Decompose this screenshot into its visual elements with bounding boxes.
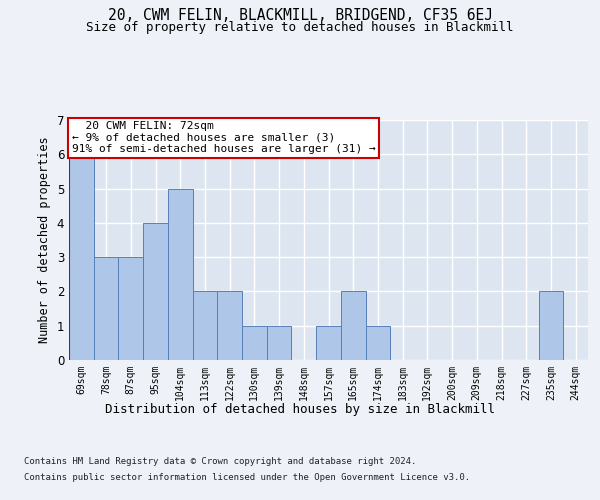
Text: Distribution of detached houses by size in Blackmill: Distribution of detached houses by size …	[105, 402, 495, 415]
Text: Contains HM Land Registry data © Crown copyright and database right 2024.: Contains HM Land Registry data © Crown c…	[24, 458, 416, 466]
Bar	[118, 257, 143, 360]
Text: 20, CWM FELIN, BLACKMILL, BRIDGEND, CF35 6EJ: 20, CWM FELIN, BLACKMILL, BRIDGEND, CF35…	[107, 8, 493, 22]
Bar	[168, 188, 193, 360]
Bar	[341, 292, 365, 360]
Bar	[365, 326, 390, 360]
Bar	[69, 154, 94, 360]
Y-axis label: Number of detached properties: Number of detached properties	[38, 136, 51, 344]
Text: 20 CWM FELIN: 72sqm
← 9% of detached houses are smaller (3)
91% of semi-detached: 20 CWM FELIN: 72sqm ← 9% of detached hou…	[71, 121, 376, 154]
Bar	[193, 292, 217, 360]
Text: Size of property relative to detached houses in Blackmill: Size of property relative to detached ho…	[86, 21, 514, 34]
Bar	[539, 292, 563, 360]
Bar	[217, 292, 242, 360]
Bar	[143, 223, 168, 360]
Bar	[242, 326, 267, 360]
Bar	[316, 326, 341, 360]
Text: Contains public sector information licensed under the Open Government Licence v3: Contains public sector information licen…	[24, 472, 470, 482]
Bar	[94, 257, 118, 360]
Bar	[267, 326, 292, 360]
